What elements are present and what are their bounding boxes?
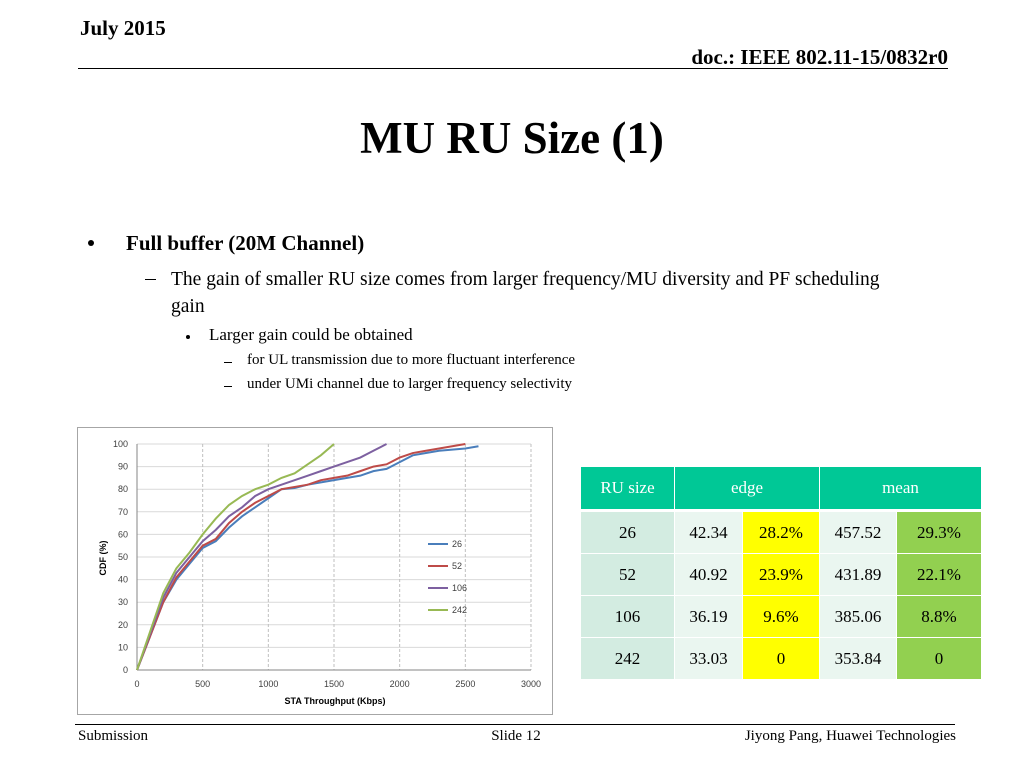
chart-frame: STA Throughput (Kbps) CDF (%) 0 10 20 30 40 5… xyxy=(77,427,553,715)
y-tick-label: 90 xyxy=(118,462,128,472)
x-tick-label: 2500 xyxy=(455,679,475,689)
header-row: RU size edge mean xyxy=(580,466,982,512)
header-cell: RU size xyxy=(580,466,675,512)
table-cell: 23.9% xyxy=(742,553,820,596)
point: The gain of smaller RU size comes from l… xyxy=(171,269,880,317)
table-cell: 33.03 xyxy=(674,637,743,680)
dash xyxy=(224,386,232,387)
legend-label: 242 xyxy=(452,605,467,615)
y-tick-label: 10 xyxy=(118,642,128,652)
x-axis-label: STA Throughput (Kbps) xyxy=(285,696,386,706)
doc-id: doc.: IEEE 802.11-15/0832r0 xyxy=(691,45,948,69)
date: July 2015 xyxy=(80,16,166,40)
table-cell: 52 xyxy=(580,553,675,596)
table-body: 26 42.34 28.2% 457.52 29.3% 52 40.92 23.9% 431.8… xyxy=(580,510,982,680)
legend-label: 52 xyxy=(452,561,462,571)
results-table: RU size edge mean 26 42.34 28.2% 457.52 29.3… xyxy=(580,466,982,680)
chart: STA Throughput (Kbps) CDF (%) 0 10 20 30 40 5… xyxy=(98,439,541,706)
bullet xyxy=(186,335,190,339)
detail: for UL transmission due to more fluctuan… xyxy=(247,352,576,368)
heading: Full buffer (20M Channel) xyxy=(126,231,365,255)
y-tick-label: 40 xyxy=(118,575,128,585)
table-cell: 26 xyxy=(580,510,675,554)
y-tick-label: 100 xyxy=(113,439,128,449)
x-tick-label: 3000 xyxy=(521,679,541,689)
y-tick-label: 20 xyxy=(118,620,128,630)
y-tick-label: 30 xyxy=(118,597,128,607)
series-line xyxy=(136,443,466,671)
legend-label: 26 xyxy=(452,539,462,549)
footer-left: Submission xyxy=(78,728,149,744)
bullet xyxy=(88,240,94,246)
x-tick-label: 0 xyxy=(134,679,139,689)
legend-label: 106 xyxy=(452,583,467,593)
header-rule xyxy=(78,68,948,69)
table-cell: 8.8% xyxy=(896,595,982,638)
table-cell: 28.2% xyxy=(742,510,820,554)
dash xyxy=(224,362,232,363)
x-tick-label: 1000 xyxy=(258,679,278,689)
footer-right: Jiyong Pang, Huawei Technologies xyxy=(744,728,956,744)
table-cell: 0 xyxy=(742,637,820,680)
table-row: 52 40.92 23.9% 431.89 22.1% xyxy=(580,553,982,596)
dash xyxy=(145,279,156,280)
sub-point: Larger gain could be obtained xyxy=(209,325,413,344)
series-line xyxy=(136,443,387,671)
table-cell: 431.89 xyxy=(819,553,897,596)
y-tick-label: 70 xyxy=(118,507,128,517)
detail: under UMi channel due to larger frequenc… xyxy=(247,376,573,392)
table-cell: 42.34 xyxy=(674,510,743,554)
y-axis-label: CDF (%) xyxy=(98,541,108,576)
table-cell: 36.19 xyxy=(674,595,743,638)
x-tick-label: 1500 xyxy=(324,679,344,689)
table-row: 242 33.03 0 353.84 0 xyxy=(580,637,982,680)
table-cell: 22.1% xyxy=(896,553,982,596)
table-row: 106 36.19 9.6% 385.06 8.8% xyxy=(580,595,982,638)
table-row: 26 42.34 28.2% 457.52 29.3% xyxy=(580,510,982,554)
series-line xyxy=(136,443,335,671)
footer-rule xyxy=(75,724,955,725)
table-cell: 40.92 xyxy=(674,553,743,596)
x-tick-label: 2000 xyxy=(390,679,410,689)
table-cell: 29.3% xyxy=(896,510,982,554)
table-cell: 353.84 xyxy=(819,637,897,680)
table-cell: 106 xyxy=(580,595,675,638)
table-cell: 457.52 xyxy=(819,510,897,554)
x-tick-label: 500 xyxy=(195,679,210,689)
table-cell: 242 xyxy=(580,637,675,680)
y-tick-label: 60 xyxy=(118,529,128,539)
footer-center: Slide 12 xyxy=(491,728,541,744)
table-cell: 0 xyxy=(896,637,982,680)
y-tick-label: 50 xyxy=(118,552,128,562)
header-cell: mean xyxy=(819,466,982,512)
y-tick-label: 0 xyxy=(123,665,128,675)
slide-title: MU RU Size (1) xyxy=(360,113,664,163)
header-cell: edge xyxy=(674,466,820,512)
table-cell: 385.06 xyxy=(819,595,897,638)
table-cell: 9.6% xyxy=(742,595,820,638)
y-tick-label: 80 xyxy=(118,484,128,494)
